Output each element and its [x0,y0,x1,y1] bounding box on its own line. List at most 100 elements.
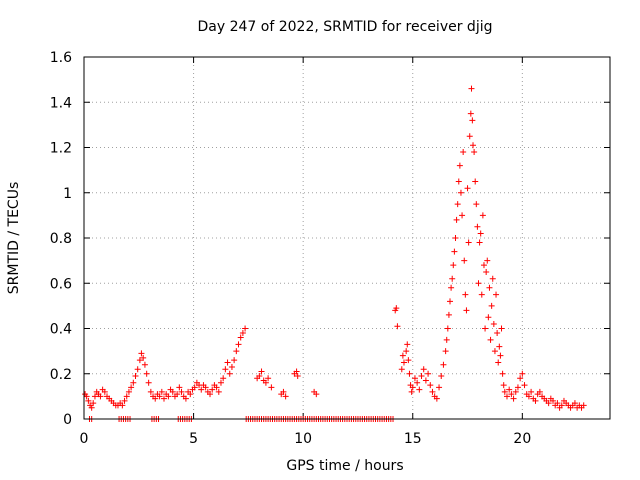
data-point [220,375,227,382]
data-point [465,239,472,246]
data-point [443,336,450,343]
data-point [226,370,233,377]
data-point [231,357,238,364]
y-tick-label: 0.2 [50,367,72,383]
data-point [457,189,464,196]
data-point [473,201,480,208]
data-point [138,350,145,357]
data-point [280,388,287,395]
data-point [88,404,95,411]
data-point [130,379,137,386]
data-point [466,133,473,140]
data-point [125,388,132,395]
data-point [495,359,502,366]
x-tick-label: 15 [404,431,422,447]
y-tick-label: 0.6 [50,276,72,292]
data-point [433,395,440,402]
data-point [239,330,246,337]
data-point [178,388,185,395]
data-point [455,178,462,185]
data-point [399,352,406,359]
data-point [480,262,487,269]
data-point [508,391,515,398]
data-point [460,149,467,156]
data-point [521,382,528,389]
data-point [90,400,97,407]
data-point [438,373,445,380]
data-point [467,110,474,117]
data-point [550,397,557,404]
data-point [145,379,152,386]
data-point [165,393,172,400]
data-point [152,395,159,402]
data-point [536,388,543,395]
data-point [519,370,526,377]
axis-ticks [83,56,610,420]
data-point [486,284,493,291]
data-point [514,384,521,391]
data-point [454,201,461,208]
data-point [444,325,451,332]
data-point [476,239,483,246]
data-point [393,305,400,312]
data-point [294,373,301,380]
data-point [475,280,482,287]
x-tick-label: 20 [513,431,531,447]
x-tick-label: 5 [189,431,198,447]
data-point [506,386,513,393]
data-point [558,402,565,409]
x-axis-label: GPS time / hours [286,458,403,474]
y-tick-label: 1.6 [50,50,72,66]
data-point [265,375,272,382]
y-tick-label: 1.2 [50,141,72,157]
data-point [141,361,148,368]
data-point [202,384,209,391]
data-point [268,384,275,391]
data-point [491,348,498,355]
data-point [85,397,92,404]
data-point [414,379,421,386]
data-point [459,212,466,219]
data-point [545,400,552,407]
data-point [209,386,216,393]
y-tick-label: 0.4 [50,322,72,338]
data-point [136,357,143,364]
data-point [453,216,460,223]
data-point [416,386,423,393]
data-point [242,325,249,332]
data-point [462,291,469,298]
data-point [119,402,126,409]
y-tick-label: 1.4 [50,95,72,111]
data-point [510,395,517,402]
data-point [213,384,220,391]
data-point [134,366,141,373]
data-point [487,336,494,343]
data-point [485,314,492,321]
data-point [479,212,486,219]
data-point [176,384,183,391]
data-point [427,382,434,389]
data-point [282,393,289,400]
data-point [501,388,508,395]
data-point [233,348,240,355]
data-point [123,393,130,400]
data-point [256,373,263,380]
data-point [471,149,478,156]
data-point [174,391,181,398]
x-tick-label: 0 [80,431,89,447]
data-point [493,291,500,298]
data-point [470,142,477,149]
x-tick-label: 10 [294,431,312,447]
data-point [496,343,503,350]
data-point [442,348,449,355]
data-point [394,323,401,330]
data-point [411,375,418,382]
data-point [478,291,485,298]
data-point [83,393,90,400]
data-point [217,379,224,386]
data-point [420,366,427,373]
data-point [418,373,425,380]
data-point [469,117,476,124]
data-point [488,302,495,309]
